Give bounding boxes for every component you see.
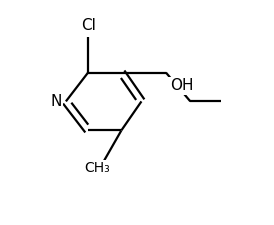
Text: CH₃: CH₃ — [84, 161, 110, 175]
Text: OH: OH — [170, 78, 193, 93]
Text: N: N — [50, 94, 62, 109]
Text: Cl: Cl — [81, 18, 96, 33]
